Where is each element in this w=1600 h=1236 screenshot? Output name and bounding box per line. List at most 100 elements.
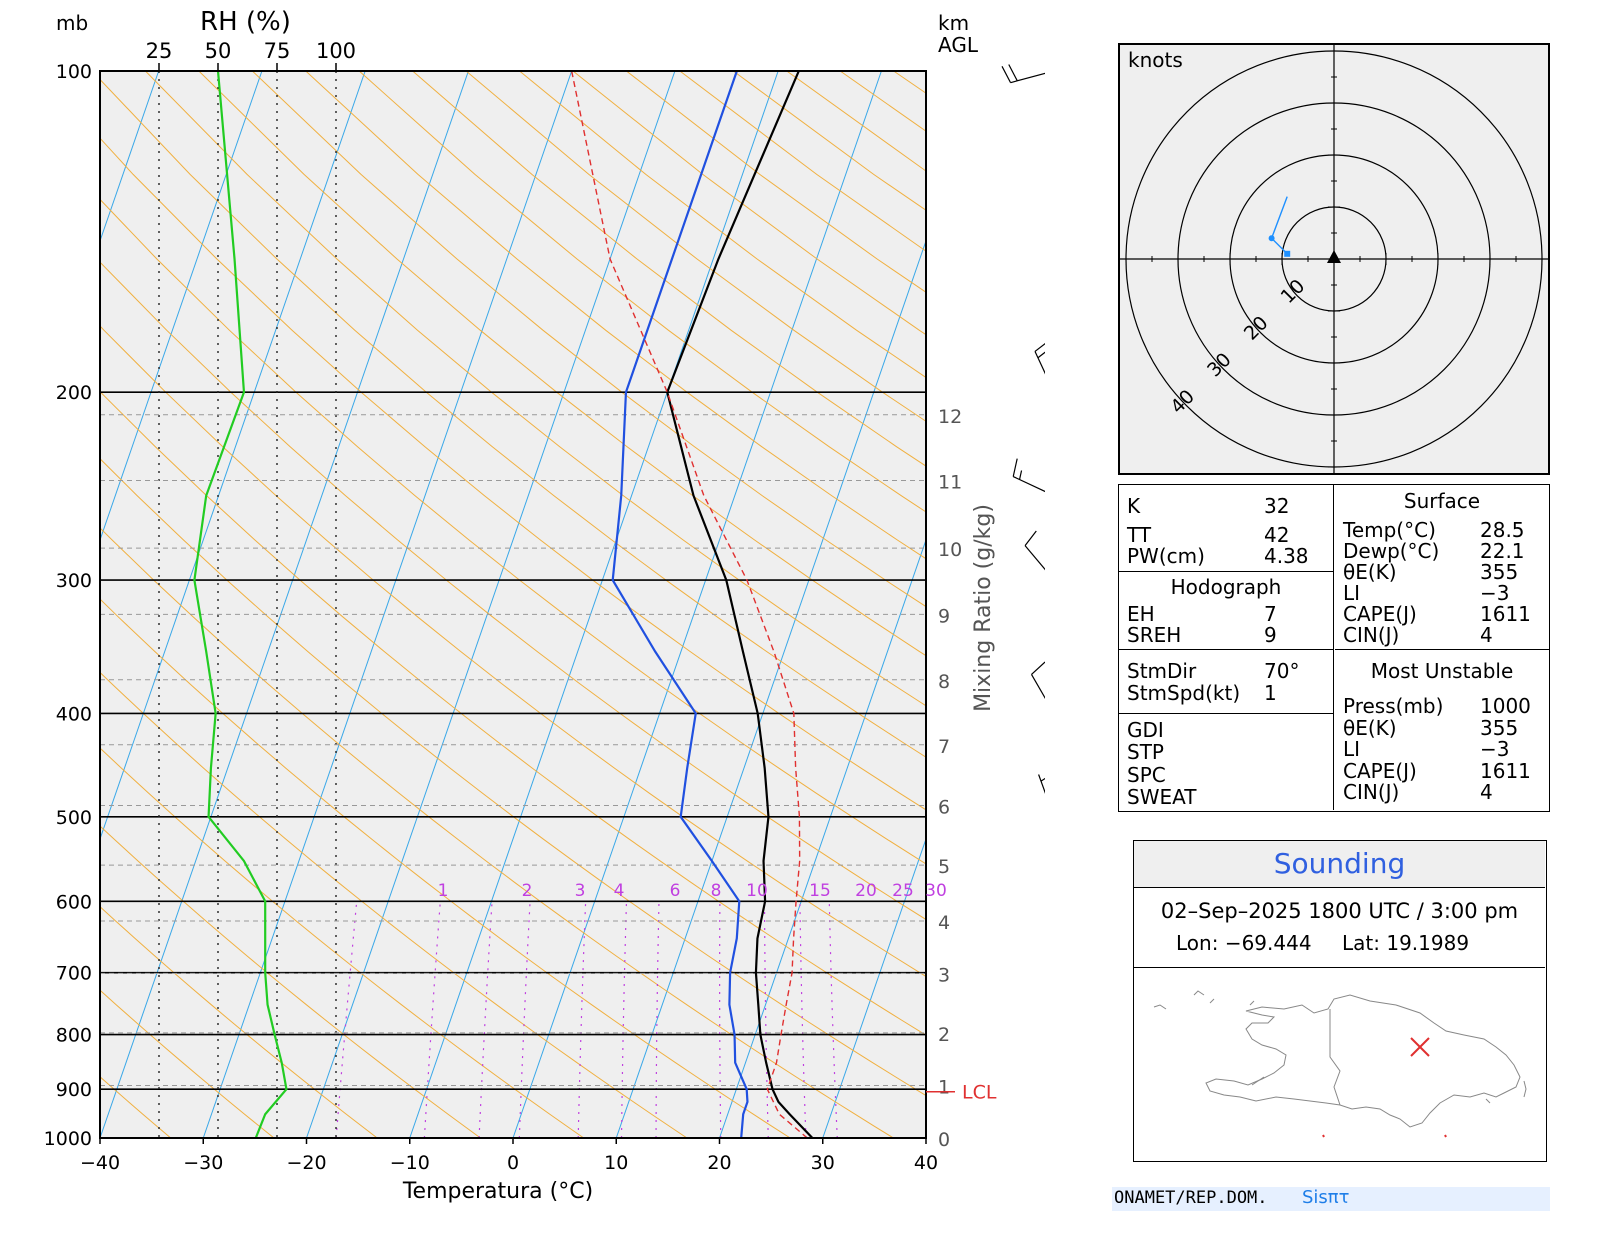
dry-adiabat-line	[305, 71, 926, 560]
isotherm-line	[719, 538, 926, 1138]
dry-adiabat-line	[100, 671, 688, 1138]
indices-right-column: Surface Temp(°C) 28.5 Dewp(°C) 22.1 θE(K…	[1335, 485, 1549, 810]
temp-label: 30	[811, 1152, 835, 1174]
mixing-ratio-line	[335, 901, 358, 1138]
stmspd-value: 1	[1264, 681, 1277, 705]
agl-header: AGL	[938, 33, 979, 57]
surface-dewp-value: 22.1	[1480, 539, 1525, 563]
dewpoint-profile	[611, 71, 749, 1138]
rh-profile	[193, 71, 288, 1138]
km-agl-label: 12	[938, 406, 962, 428]
longitude-value: −69.444	[1224, 931, 1312, 955]
km-header: km	[938, 11, 969, 35]
isotherm-line	[100, 71, 263, 542]
mixing-ratio-label: 10	[746, 881, 768, 901]
latitude-row: Lat: 19.1989	[1342, 931, 1469, 955]
km-agl-label: 5	[938, 856, 950, 878]
pressure-label: 300	[56, 570, 92, 592]
mixing-ratio-line	[423, 901, 441, 1138]
temp-label: −20	[286, 1152, 326, 1174]
mu-theta-label: θE(K)	[1343, 716, 1397, 740]
isotherm-line	[512, 71, 882, 1138]
km-agl-label: 9	[938, 605, 950, 627]
surface-li-row: LI −3	[1335, 582, 1549, 604]
dry-adiabat-line	[1000, 71, 1045, 1138]
km-agl-label: 1	[938, 1077, 950, 1099]
pressure-label: 1000	[44, 1128, 92, 1150]
mixing-ratio-label: 30	[925, 881, 947, 901]
latitude-label: Lat:	[1342, 931, 1380, 955]
mu-press-label: Press(mb)	[1343, 694, 1444, 718]
sreh-row: SREH 9	[1119, 624, 1333, 646]
km-agl-label: 11	[938, 472, 962, 494]
divider	[1335, 649, 1549, 650]
mu-li-row: LI −3	[1335, 738, 1549, 760]
sounding-title-bar: Sounding	[1134, 841, 1545, 888]
x-axis-title: Temperatura (°C)	[402, 1179, 593, 1204]
surface-theta-row: θE(K) 355	[1335, 561, 1549, 583]
barb-flag	[1001, 66, 1012, 83]
pw-label: PW(cm)	[1127, 544, 1205, 568]
tt-index-value: 42	[1264, 523, 1290, 547]
mu-li-label: LI	[1343, 737, 1361, 761]
k-index-row: K 32	[1119, 495, 1333, 517]
rh-tick-label: 75	[264, 39, 291, 63]
mixing-ratio-label: 15	[809, 881, 831, 901]
surface-cin-label: CIN(J)	[1343, 623, 1400, 647]
divider	[1119, 571, 1333, 572]
dry-adiabat-line	[100, 458, 926, 1097]
surface-temp-row: Temp(°C) 28.5	[1335, 519, 1549, 541]
mixing-ratio-axis-title: Mixing Ratio (g/kg)	[971, 504, 996, 712]
barb-shaft	[1030, 674, 1045, 700]
hodograph-trace	[1268, 196, 1291, 257]
km-agl-label: 2	[938, 1024, 950, 1046]
dry-adiabat-line	[100, 198, 926, 865]
mu-press-row: Press(mb) 1000	[1335, 695, 1549, 717]
stp-row: STP	[1119, 741, 1333, 763]
footer-brand: Sisπτ	[1302, 1187, 1350, 1208]
temp-label: 0	[507, 1152, 519, 1174]
barb-half-flag	[1018, 470, 1023, 480]
footer-source: ONAMET/REP.DOM.	[1114, 1188, 1268, 1208]
rh-ticks: 25 50 75 100	[146, 39, 356, 71]
barb-flag	[1024, 530, 1037, 546]
temp-label: 10	[604, 1152, 628, 1174]
stmspd-label: StmSpd(kt)	[1127, 681, 1241, 705]
gdi-row: GDI	[1119, 719, 1333, 741]
mu-cin-value: 4	[1480, 780, 1493, 804]
eh-row: EH 7	[1119, 603, 1333, 625]
dry-adiabat-line	[358, 71, 926, 513]
mixing-ratio-line	[518, 901, 531, 1138]
barb-shaft	[1024, 545, 1045, 571]
pw-value: 4.38	[1264, 544, 1309, 568]
sweat-row: SWEAT	[1119, 786, 1333, 808]
most-unstable-header: Most Unstable	[1370, 659, 1514, 683]
barb-half-flag	[1040, 777, 1045, 782]
hodograph-point	[1268, 235, 1275, 242]
divider	[1119, 713, 1333, 714]
mixing-ratio-line	[478, 901, 493, 1138]
km-agl-label: 7	[938, 736, 950, 758]
mixing-ratio-label: 20	[855, 881, 877, 901]
indices-table: K 32 TT 42 PW(cm) 4.38 Hodograph EH 7 SR…	[1118, 484, 1550, 812]
surface-theta-label: θE(K)	[1343, 560, 1397, 584]
hispaniola-coastline	[1153, 990, 1527, 1128]
wind-barbs	[1001, 64, 1045, 794]
pressure-label: 900	[56, 1079, 92, 1101]
pressure-label: 800	[56, 1025, 92, 1047]
pressure-label: 100	[56, 61, 92, 83]
km-agl-label: 0	[938, 1129, 950, 1151]
wind-barb	[1030, 661, 1045, 700]
divider	[1119, 649, 1333, 650]
storm-motion-marker	[1327, 250, 1341, 263]
tt-index-label: TT	[1127, 523, 1152, 547]
hodograph-units: knots	[1128, 48, 1183, 72]
dry-adiabat-line	[100, 137, 926, 811]
mu-cin-row: CIN(J) 4	[1335, 781, 1549, 803]
eh-value: 7	[1264, 602, 1277, 626]
k-index-value: 32	[1264, 494, 1290, 518]
mu-cin-label: CIN(J)	[1343, 780, 1400, 804]
mixing-ratio-line	[828, 901, 838, 1138]
wind-barb	[1001, 64, 1045, 84]
